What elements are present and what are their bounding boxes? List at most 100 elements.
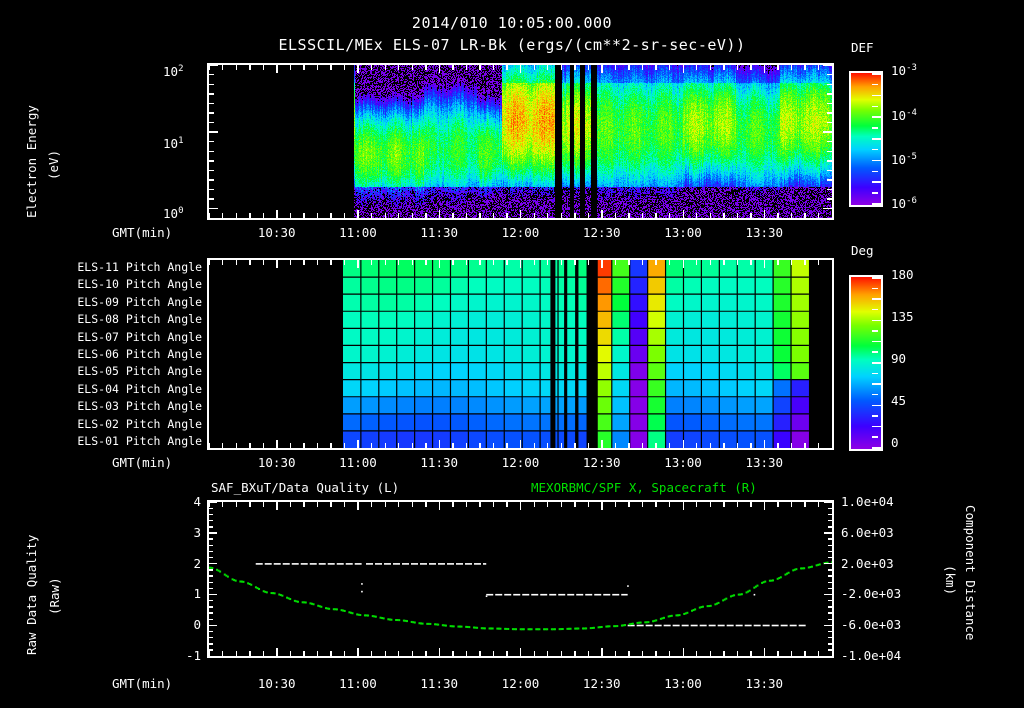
title-timestamp: 2014/010 10:05:00.000 (411, 14, 613, 32)
xtick-label: 13:00 (664, 455, 702, 470)
ytick-label-left: 0 (193, 617, 201, 633)
ytick-label-left: 1 (193, 586, 201, 602)
panel-top-ylabel-units-text: (eV) (46, 149, 61, 180)
panel-bot-ylabel-right-units-text: (km) (943, 565, 958, 596)
xtick-label: 13:00 (664, 676, 702, 691)
xtick-label: 11:00 (339, 455, 377, 470)
cb-exponent: -5 (906, 152, 917, 162)
colorbar-tick (872, 159, 881, 162)
xtick-label: 12:30 (582, 455, 621, 470)
panel-top-xlabel: GMT(min) (112, 225, 172, 240)
panel-mid-frame (207, 258, 834, 450)
panel-top-ylabel-text: Electron Energy (24, 105, 39, 218)
panel-bot-xlabel: GMT(min) (112, 676, 172, 691)
colorbar-tick (872, 330, 878, 332)
colorbar-tick (872, 170, 878, 173)
ytick-label-left: -1 (185, 648, 201, 663)
ytick-mantissa: 10 (163, 136, 179, 152)
xtick-label: 12:00 (501, 225, 540, 240)
colorbar-def-title: DEF (851, 40, 874, 55)
panel-bot-frame (207, 500, 834, 658)
ytick-mantissa: 10 (163, 206, 179, 222)
colorbar-deg-label: 0 (891, 435, 899, 450)
panel-electron-energy (207, 63, 834, 220)
pitch-angle-row-label: ELS-07 Pitch Angle (77, 329, 202, 344)
colorbar-deg-label: 45 (891, 393, 907, 408)
cb-mantissa: 10 (891, 108, 907, 124)
colorbar-tick (872, 181, 881, 183)
colorbar-tick (872, 340, 881, 343)
panel-mid-xlabel: GMT(min) (112, 455, 172, 470)
colorbar-tick (872, 415, 878, 417)
colorbar-tick (872, 425, 881, 428)
panel-bot-ylabel-right: Component Distance (963, 505, 1024, 640)
colorbar-tick (872, 83, 878, 86)
panel-bot-xlabel-text: GMT(min) (112, 676, 173, 691)
xtick-label: 12:00 (501, 676, 540, 691)
colorbar-deg-label: 135 (891, 309, 914, 324)
colorbar-tick (872, 383, 881, 385)
xtick-label: 10:30 (257, 455, 296, 470)
xtick-label: 13:30 (745, 455, 784, 470)
ytick-exponent: 0 (178, 206, 184, 216)
data-quality-plot (209, 502, 832, 656)
colorbar-def-title-text: DEF (851, 40, 874, 55)
panel-mid-xlabel-text: GMT(min) (112, 455, 173, 470)
xtick-label: 13:00 (664, 225, 702, 240)
pitch-angle-row-label: ELS-11 Pitch Angle (77, 259, 202, 274)
xtick-label: 12:00 (501, 455, 540, 470)
ytick-label-right: -6.0e+03 (841, 617, 902, 633)
colorbar-tick (872, 447, 881, 449)
pitch-angle-row-label: ELS-02 Pitch Angle (77, 416, 202, 431)
cb-mantissa: 10 (891, 152, 907, 168)
pitch-angle-row-label: ELS-04 Pitch Angle (77, 381, 202, 396)
colorbar-tick (872, 105, 878, 108)
ytick-label-left: 4 (193, 494, 201, 509)
xtick-label: 11:00 (339, 225, 377, 240)
panel-top-ytick-0: 100 (163, 206, 183, 221)
panel-top-xlabel-text: GMT(min) (112, 225, 173, 240)
ytick-label-left: 3 (193, 524, 201, 540)
colorbar-def-label-1: 10-4 (891, 108, 917, 123)
panel-top-ytick-1: 101 (163, 136, 183, 151)
colorbar-tick (872, 393, 878, 396)
cb-exponent: -6 (906, 196, 917, 206)
colorbar-tick (872, 351, 878, 353)
pitch-angle-row-label: ELS-09 Pitch Angle (77, 294, 202, 309)
colorbar-deg-label: 180 (891, 267, 914, 282)
colorbar-deg-label: 90 (891, 351, 907, 366)
colorbar-tick (872, 308, 878, 311)
colorbar-tick (872, 138, 881, 140)
page-title: 2014/010 10:05:00.000 (0, 14, 1024, 32)
panel-bot-ylabel-left-units: (Raw) (47, 577, 85, 630)
panel-bot-title-left: SAF_BXuT/Data Quality (L) (211, 480, 399, 495)
colorbar-def-label-3: 10-6 (891, 196, 917, 211)
colorbar-tick (872, 372, 878, 375)
colorbar-tick (872, 116, 881, 118)
pitch-angle-row-label: ELS-10 Pitch Angle (77, 277, 202, 292)
panel-bot-ylabel-left-units-text: (Raw) (47, 577, 62, 615)
cb-mantissa: 10 (891, 196, 907, 212)
ytick-exponent: 2 (178, 64, 184, 74)
cb-mantissa: 10 (891, 63, 907, 79)
panel-top-frame (207, 63, 834, 220)
ytick-label-right: 6.0e+03 (841, 524, 894, 540)
colorbar-tick (872, 319, 881, 322)
pitch-angle-row-label: ELS-08 Pitch Angle (77, 312, 202, 327)
xtick-label: 12:30 (582, 676, 621, 691)
colorbar-deg-title: Deg (851, 243, 874, 258)
colorbar-tick (872, 127, 878, 129)
colorbar-tick (872, 404, 881, 407)
page-subtitle: ELSSCIL/MEx ELS-07 LR-Bk (ergs/(cm**2-sr… (0, 36, 1024, 54)
xtick-label: 12:30 (582, 225, 621, 240)
xtick-label: 11:30 (420, 676, 459, 691)
ytick-label-left: 2 (193, 555, 201, 571)
colorbar-tick (872, 203, 881, 205)
electron-energy-spectrogram (209, 65, 832, 218)
colorbar-tick (872, 298, 881, 300)
colorbar-tick (872, 436, 878, 438)
ytick-label-right: -2.0e+03 (841, 586, 902, 602)
ytick-label-right: -1.0e+04 (841, 648, 902, 663)
xtick-label: 11:00 (339, 676, 377, 691)
colorbar-tick (872, 73, 881, 75)
